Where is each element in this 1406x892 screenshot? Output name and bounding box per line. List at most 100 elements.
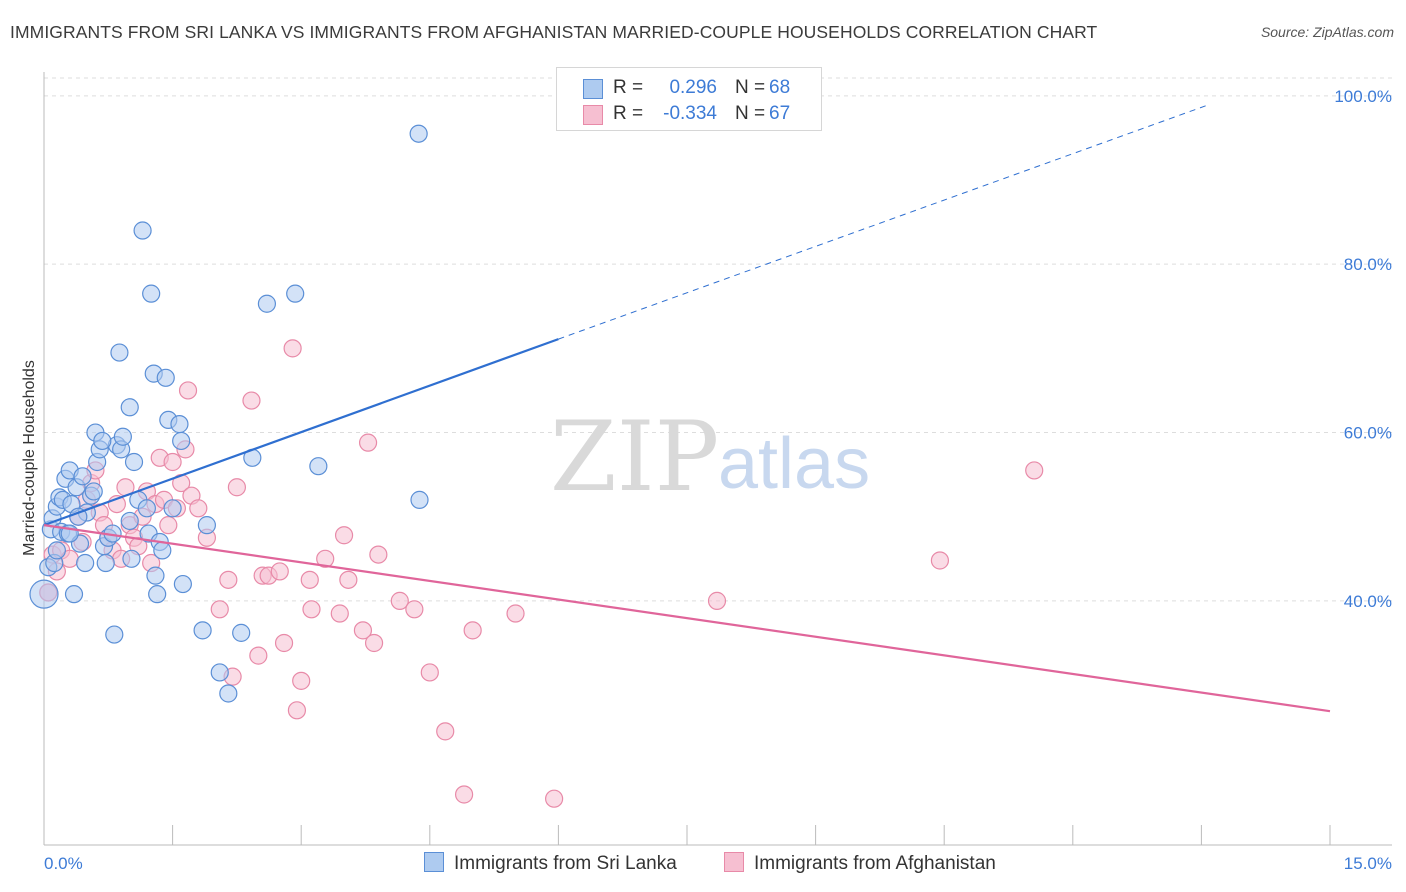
x-tick-label-min: 0.0% [44, 854, 83, 873]
sri-lanka-point [410, 490, 429, 509]
afghanistan-point [930, 551, 950, 570]
sri-lanka-point [193, 621, 212, 640]
afghanistan-point [178, 381, 198, 400]
sri-lanka-point [110, 343, 129, 362]
sri-lanka-point [76, 553, 95, 573]
trend-lines [43, 103, 1331, 713]
legend-n-value: 68 [769, 77, 791, 98]
afghanistan-point [287, 701, 307, 720]
watermark-atlas: atlas [718, 424, 870, 504]
afghanistan-point [463, 621, 482, 640]
sri-lanka-point [172, 431, 191, 451]
afghanistan-point [292, 671, 311, 690]
x-axis-ticks [172, 825, 1331, 845]
afghanistan-point [242, 391, 261, 410]
sri-lanka-point [173, 574, 192, 594]
legend-r-value: -0.334 [663, 103, 717, 124]
y-axis-label: Married-couple Households [21, 360, 38, 556]
sri-lanka-point [170, 415, 189, 434]
watermark-zip: ZIP [550, 401, 719, 513]
afghanistan-point [454, 785, 474, 804]
sri-lanka-point [148, 585, 167, 604]
afghanistan-point [405, 600, 424, 619]
sri-lanka-point [133, 221, 152, 240]
legend-n-label: N = [735, 103, 766, 124]
sri-lanka-trend-line [43, 338, 559, 527]
sri-lanka-point [120, 398, 139, 417]
afghanistan-point [300, 570, 319, 589]
sri-lanka-point [219, 684, 238, 703]
sri-lanka-point [286, 284, 305, 303]
afghanistan-point [219, 570, 238, 589]
legend-n-label: N = [735, 77, 766, 98]
afghanistan-point [316, 549, 335, 568]
afghanistan-point [163, 452, 182, 472]
legend-row-afghanistan: R = -0.334 N = 67 [557, 101, 821, 127]
sri-lanka-point [146, 566, 165, 585]
afghanistan-point [249, 646, 268, 665]
sri-lanka-point [409, 124, 428, 143]
afghanistan-point [707, 591, 727, 610]
sri-lanka-point [120, 511, 139, 531]
sri-lanka-points [29, 124, 429, 703]
sri-lanka-point [163, 499, 182, 518]
afghanistan-point [274, 633, 294, 653]
legend-swatch-afghanistan [583, 105, 603, 125]
axes [43, 72, 1392, 846]
afghanistan-point [1025, 461, 1044, 480]
afghanistan-point [358, 433, 378, 452]
afghanistan-point [420, 663, 439, 682]
legend-n-value: 67 [769, 103, 791, 124]
sri-lanka-point [232, 623, 251, 642]
grid-lines [44, 77, 1392, 602]
sri-lanka-point [142, 284, 161, 303]
sri-lanka-point [153, 541, 172, 560]
source-label: Source: ZipAtlas.com [1260, 24, 1394, 40]
afghanistan-points [39, 339, 1044, 808]
sri-lanka-trend-extension [558, 103, 1211, 340]
afghanistan-point [270, 562, 289, 581]
sri-lanka-point [156, 368, 175, 387]
sri-lanka-point [96, 553, 115, 573]
afghanistan-point [283, 339, 302, 358]
sri-lanka-point [122, 549, 141, 568]
afghanistan-point [330, 604, 349, 623]
afghanistan-point [159, 516, 178, 535]
sri-lanka-point [309, 457, 328, 476]
afghanistan-point [302, 600, 321, 619]
afghanistan-point [227, 478, 246, 497]
afghanistan-point [189, 499, 208, 518]
sri-lanka-point [105, 625, 124, 644]
y-tick-label: 40.0% [1344, 592, 1392, 611]
afghanistan-point [364, 633, 384, 653]
afghanistan-point [210, 600, 229, 619]
sri-lanka-point [197, 516, 216, 535]
y-tick-label: 60.0% [1344, 424, 1392, 443]
x-tick-label-max: 15.0% [1344, 854, 1392, 873]
correlation-legend: R = 0.296 N = 68 R = -0.334 N = 67 [556, 67, 822, 131]
y-tick-labels: 40.0% 60.0% 80.0% 100.0% [1334, 87, 1392, 611]
afghanistan-point [353, 621, 373, 640]
legend-swatch-sri-lanka [583, 79, 603, 99]
afghanistan-point [334, 526, 354, 545]
sri-lanka-point [73, 467, 92, 486]
y-tick-label: 80.0% [1344, 255, 1392, 274]
afghanistan-point [545, 789, 564, 808]
sri-lanka-point [29, 579, 59, 609]
afghanistan-trend-line [43, 524, 1331, 713]
afghanistan-point [390, 591, 409, 610]
sri-lanka-point [84, 482, 103, 501]
bottom-legend-swatch-sri-lanka [424, 852, 444, 872]
sri-lanka-point [113, 427, 132, 446]
afghanistan-point [506, 604, 525, 623]
sri-lanka-point [210, 663, 229, 682]
afghanistan-point [339, 570, 358, 589]
bottom-legend-afghanistan: Immigrants from Afghanistan [724, 852, 996, 875]
legend-row-sri-lanka: R = 0.296 N = 68 [557, 75, 821, 101]
legend-r-value: 0.296 [669, 77, 717, 98]
legend-r-label: R = [613, 77, 644, 98]
legend-r-label: R = [613, 103, 644, 124]
afghanistan-point [369, 545, 388, 564]
afghanistan-point [436, 722, 455, 741]
